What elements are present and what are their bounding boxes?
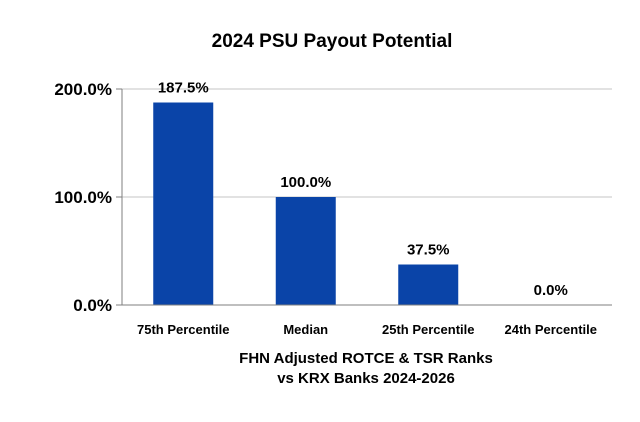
data-labels: 187.5% 100.0% 37.5% 0.0% <box>158 80 568 300</box>
chart-title: 2024 PSU Payout Potential <box>212 31 453 52</box>
x-tick-label: 24th Percentile <box>505 322 598 337</box>
bars <box>153 102 459 305</box>
x-axis-label-line-2: vs KRX Banks 2024-2026 <box>277 370 455 387</box>
bar <box>398 264 459 305</box>
bar <box>153 102 214 305</box>
x-axis-ticks: 75th Percentile Median 25th Percentile 24th… <box>137 322 597 337</box>
x-axis-label-line-1: FHN Adjusted ROTCE & TSR Ranks <box>239 350 493 367</box>
data-label: 0.0% <box>534 282 568 299</box>
x-tick-label: 25th Percentile <box>382 322 475 337</box>
bar <box>275 197 336 305</box>
y-axis-ticks: 0.0% 100.0% 200.0% <box>54 80 122 315</box>
y-tick-label: 0.0% <box>73 296 112 315</box>
y-tick-label: 100.0% <box>54 188 112 207</box>
x-tick-label: Median <box>283 322 328 337</box>
data-label: 187.5% <box>158 80 209 97</box>
x-tick-label: 75th Percentile <box>137 322 230 337</box>
y-tick-label: 200.0% <box>54 80 112 99</box>
data-label: 37.5% <box>407 242 450 259</box>
data-label: 100.0% <box>280 174 331 191</box>
